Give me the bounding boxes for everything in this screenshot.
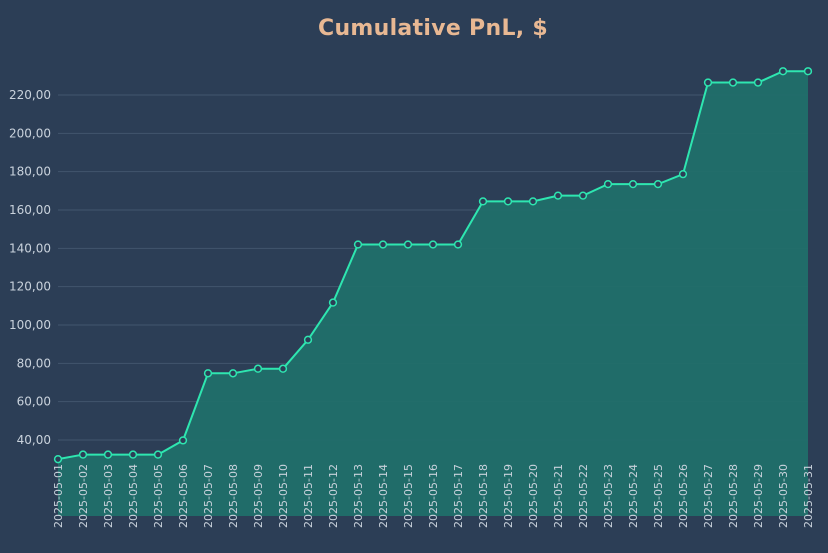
y-tick-label: 60,00 [17, 395, 51, 409]
x-tick-label: 2025-05-15 [402, 464, 415, 528]
data-point [803, 67, 813, 76]
x-axis-ticks: 2025-05-01 2025-05-02 2025-05-03 2025-05-04… [52, 464, 815, 528]
x-tick-label: 2025-05-16 [427, 464, 440, 528]
x-tick-label: 2025-05-11 [302, 464, 315, 528]
data-point [653, 179, 663, 189]
data-point [528, 197, 538, 206]
x-tick-label: 2025-05-09 [252, 464, 265, 528]
data-point [203, 369, 213, 378]
y-tick-label: 180,00 [9, 165, 51, 179]
x-tick-label: 2025-05-13 [352, 464, 365, 528]
data-point [178, 436, 188, 445]
data-point [603, 179, 613, 189]
data-point [303, 335, 313, 344]
x-tick-label: 2025-05-03 [102, 464, 115, 528]
chart-title: Cumulative PnL, $ [318, 16, 548, 41]
data-point [453, 240, 463, 249]
data-point [378, 240, 388, 249]
x-tick-label: 2025-05-20 [527, 464, 540, 528]
x-tick-label: 2025-05-28 [727, 464, 740, 528]
x-tick-label: 2025-05-27 [702, 464, 715, 528]
data-point [153, 450, 163, 459]
x-tick-label: 2025-05-23 [602, 464, 615, 528]
y-tick-label: 80,00 [17, 356, 51, 370]
x-tick-label: 2025-05-04 [127, 464, 140, 528]
data-point [403, 240, 413, 249]
x-tick-label: 2025-05-02 [77, 464, 90, 528]
y-tick-label: 140,00 [9, 241, 51, 255]
data-point [103, 450, 113, 459]
data-point [478, 197, 488, 206]
data-point [778, 67, 788, 76]
x-tick-label: 2025-05-29 [752, 464, 765, 528]
x-tick-label: 2025-05-21 [552, 464, 565, 528]
data-point [728, 78, 738, 87]
data-point [253, 364, 263, 373]
x-tick-label: 2025-05-25 [652, 464, 665, 528]
area-fill [58, 71, 808, 516]
y-axis-ticks: 40,00 60,00 80,00 100,00 120,00 140,00 160,00 1… [9, 88, 51, 447]
data-point [278, 364, 288, 373]
y-tick-label: 100,00 [9, 318, 51, 332]
x-tick-label: 2025-05-19 [502, 464, 515, 528]
x-tick-label: 2025-05-07 [202, 464, 215, 528]
area-layer [58, 71, 808, 516]
x-tick-label: 2025-05-24 [627, 464, 640, 528]
data-point [578, 191, 588, 200]
data-point [703, 78, 713, 87]
x-tick-label: 2025-05-26 [677, 464, 690, 528]
x-tick-label: 2025-05-22 [577, 464, 590, 528]
data-point [503, 197, 513, 206]
x-tick-label: 2025-05-30 [777, 464, 790, 528]
x-tick-label: 2025-05-12 [327, 464, 340, 528]
x-tick-label: 2025-05-05 [152, 464, 165, 528]
y-tick-label: 200,00 [9, 126, 51, 140]
data-point [328, 298, 338, 307]
x-tick-label: 2025-05-17 [452, 464, 465, 528]
y-tick-label: 120,00 [9, 280, 51, 294]
data-point [553, 191, 563, 200]
x-tick-label: 2025-05-31 [802, 464, 815, 528]
data-point [628, 179, 638, 189]
data-point [753, 78, 763, 87]
x-tick-label: 2025-05-14 [377, 464, 390, 528]
data-point [678, 170, 688, 179]
x-tick-label: 2025-05-01 [52, 464, 65, 528]
data-point [353, 240, 363, 249]
data-point [53, 455, 63, 464]
x-tick-label: 2025-05-10 [277, 464, 290, 528]
data-point [128, 450, 138, 459]
y-tick-label: 40,00 [17, 433, 51, 447]
y-tick-label: 160,00 [9, 203, 51, 217]
x-tick-label: 2025-05-18 [477, 464, 490, 528]
x-tick-label: 2025-05-06 [177, 464, 190, 528]
data-point [78, 450, 88, 459]
x-tick-label: 2025-05-08 [227, 464, 240, 528]
data-point [428, 240, 438, 249]
data-point [228, 369, 238, 378]
points-layer [53, 67, 813, 464]
y-tick-label: 220,00 [9, 88, 51, 102]
